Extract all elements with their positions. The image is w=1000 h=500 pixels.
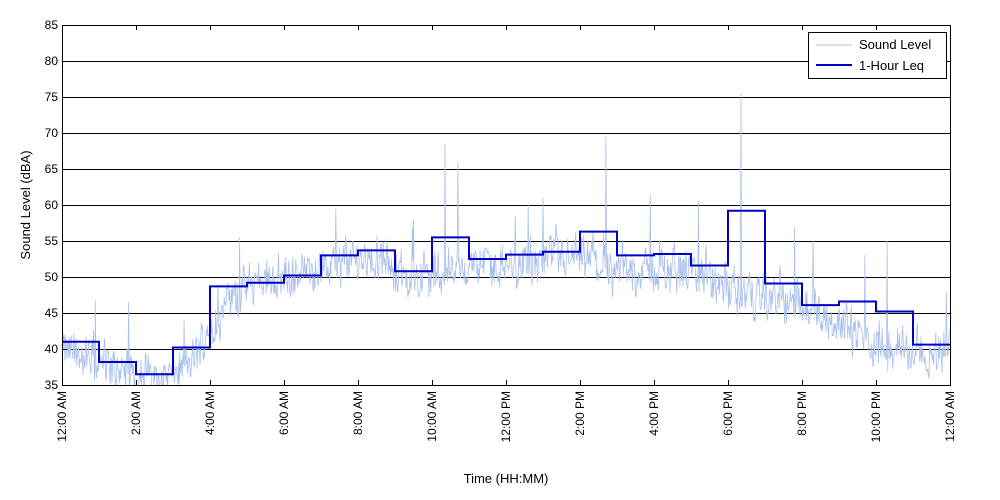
legend-label-1-hour-leq: 1-Hour Leq xyxy=(859,58,924,73)
x-tick-label: 10:00 PM xyxy=(869,391,883,442)
x-tick-label: 12:00 AM xyxy=(55,391,69,442)
legend: Sound Level 1-Hour Leq xyxy=(808,32,947,79)
y-tick-label: 65 xyxy=(45,162,59,176)
x-tick-label: 12:00 AM xyxy=(943,391,957,442)
x-axis-ticks: 12:00 AM 2:00 AM 4:00 AM 6:00 AM 8:00 AM 10:0… xyxy=(55,25,957,442)
legend-label-sound-level: Sound Level xyxy=(859,37,931,52)
y-axis-ticks: 35 40 45 50 55 60 65 70 75 80 85 xyxy=(45,18,67,392)
series-1-hour-leq xyxy=(62,209,950,376)
x-tick-label: 4:00 AM xyxy=(203,391,217,435)
y-tick-label: 60 xyxy=(45,198,59,212)
y-tick-label: 85 xyxy=(45,18,59,32)
y-tick-label: 80 xyxy=(45,54,59,68)
x-tick-label: 2:00 PM xyxy=(573,391,587,436)
x-tick-label: 12:00 PM xyxy=(499,391,513,442)
y-tick-label: 45 xyxy=(45,306,59,320)
y-axis-label: Sound Level (dBA) xyxy=(18,150,33,259)
x-tick-label: 6:00 PM xyxy=(721,391,735,436)
y-tick-label: 35 xyxy=(45,378,59,392)
legend-box xyxy=(808,32,947,79)
y-tick-label: 50 xyxy=(45,270,59,284)
y-tick-label: 75 xyxy=(45,90,59,104)
y-tick-label: 70 xyxy=(45,126,59,140)
grid-lines xyxy=(62,61,950,350)
y-tick-label: 55 xyxy=(45,234,59,248)
x-tick-label: 8:00 PM xyxy=(795,391,809,436)
y-tick-label: 40 xyxy=(45,342,59,356)
x-tick-label: 2:00 AM xyxy=(129,391,143,435)
x-axis-label: Time (HH:MM) xyxy=(464,471,549,486)
x-tick-label: 10:00 AM xyxy=(425,391,439,442)
1-hour-leq-line xyxy=(62,209,950,376)
x-tick-label: 6:00 AM xyxy=(277,391,291,435)
x-tick-label: 4:00 PM xyxy=(647,391,661,436)
x-tick-label: 8:00 AM xyxy=(351,391,365,435)
